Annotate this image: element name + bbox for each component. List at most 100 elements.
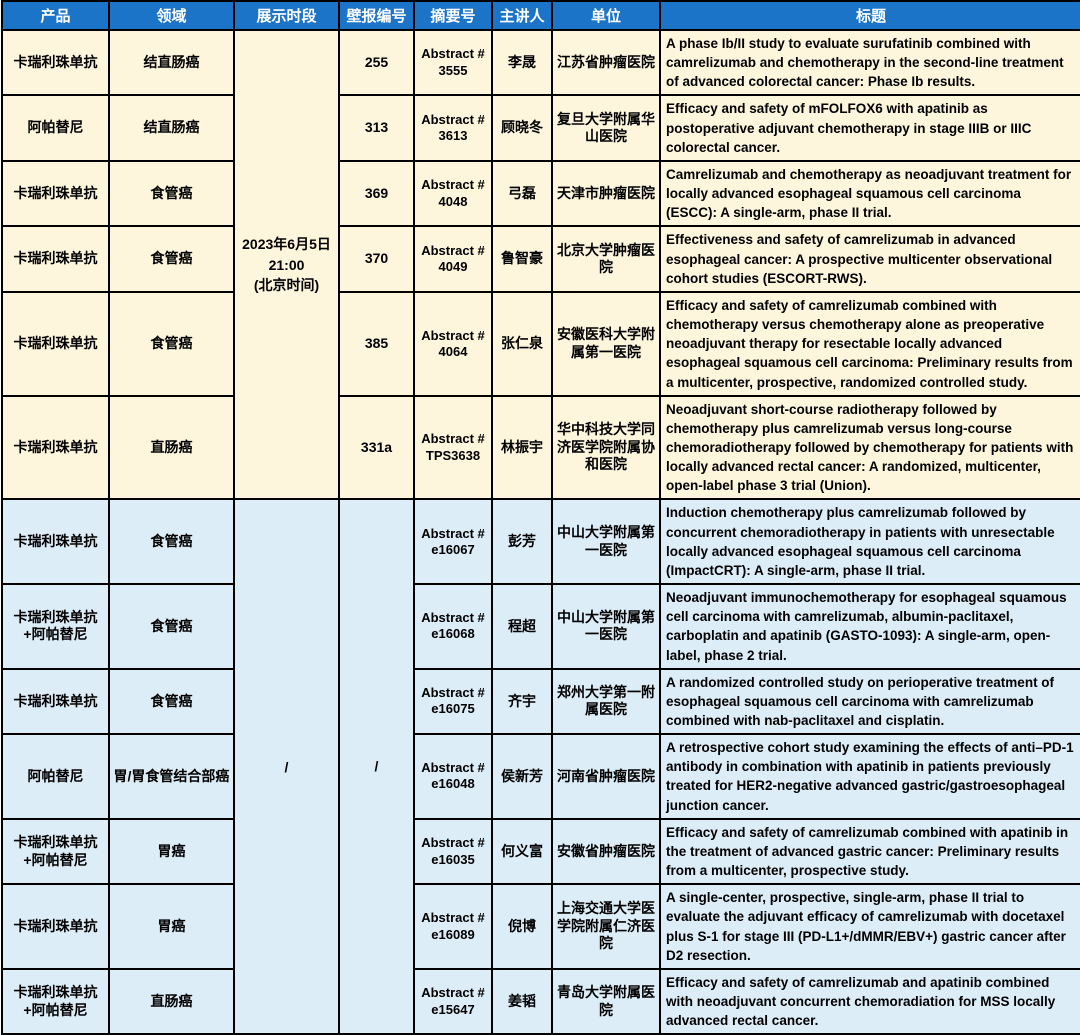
table-row: 阿帕替尼 胃/胃食管结合部癌 Abstract # e16048 侯新芳 河南省肿瘤医院… — [1, 733, 1080, 820]
column-header-title: 标题 — [659, 0, 1080, 31]
speaker-cell: 侯新芳 — [491, 733, 553, 820]
product-cell: 阿帕替尼 — [1, 94, 110, 162]
product-cell: 阿帕替尼 — [1, 733, 110, 820]
abstract-no-cell: Abstract # e16068 — [413, 583, 493, 670]
display-period-cell: / — [233, 498, 340, 1035]
table-row: 卡瑞利珠单抗 +阿帕替尼 食管癌 Abstract # e16068 程超 中山大学附属… — [1, 583, 1080, 670]
table-header: 产品 领域 展示时段 壁报编号 摘要号 主讲人 单位 标题 — [1, 0, 1080, 31]
section-poster-session: 卡瑞利珠单抗 结直肠癌 2023年6月5日 21:00 (北京时间) 255 Abstr… — [1, 28, 1080, 501]
abstract-no-cell: Abstract # e16089 — [413, 883, 493, 970]
product-cell: 卡瑞利珠单抗 — [1, 667, 110, 736]
institution-cell: 上海交通大学医学院附属仁济医院 — [551, 883, 661, 970]
institution-cell: 青岛大学附属医院 — [551, 967, 661, 1035]
abstract-no-cell: Abstract # 3613 — [413, 94, 493, 162]
poster-no-cell: 370 — [338, 225, 415, 293]
title-cell: A randomized controlled study on periope… — [659, 667, 1080, 736]
abstract-no-cell: Abstract # e15647 — [413, 967, 493, 1035]
title-cell: Induction chemotherapy plus camrelizumab… — [659, 498, 1080, 586]
table-row: 卡瑞利珠单抗 结直肠癌 2023年6月5日 21:00 (北京时间) 255 Abstr… — [1, 28, 1080, 501]
poster-no-cell: 385 — [338, 290, 415, 397]
header-row: 产品 领域 展示时段 壁报编号 摘要号 主讲人 单位 标题 — [1, 0, 1080, 31]
column-header-speaker: 主讲人 — [491, 0, 553, 31]
field-cell: 食管癌 — [108, 290, 235, 397]
field-cell: 直肠癌 — [108, 967, 235, 1035]
institution-cell: 郑州大学第一附属医院 — [551, 667, 661, 736]
field-cell: 直肠癌 — [108, 394, 235, 501]
poster-no-cell: 313 — [338, 94, 415, 162]
speaker-cell: 齐宇 — [491, 667, 553, 736]
product-cell: 卡瑞利珠单抗 +阿帕替尼 — [1, 583, 110, 670]
speaker-cell: 鲁智豪 — [491, 225, 553, 293]
abstract-no-cell: Abstract # e16035 — [413, 817, 493, 886]
poster-no-cell: 369 — [338, 159, 415, 228]
speaker-cell: 倪博 — [491, 883, 553, 970]
field-cell: 结直肠癌 — [108, 94, 235, 162]
column-header-institution: 单位 — [551, 0, 661, 31]
table-row: 卡瑞利珠单抗 食管癌 369 Abstract # 4048 弓磊 天津市肿瘤医院 Camr… — [1, 159, 1080, 228]
title-cell: Efficacy and safety of camrelizumab comb… — [659, 817, 1080, 886]
institution-cell: 安徽省肿瘤医院 — [551, 817, 661, 886]
product-cell: 卡瑞利珠单抗 — [1, 290, 110, 397]
poster-no-cell: 255 — [338, 28, 415, 97]
field-cell: 胃癌 — [108, 817, 235, 886]
speaker-cell: 林振宇 — [491, 394, 553, 501]
speaker-cell: 张仁泉 — [491, 290, 553, 397]
product-cell: 卡瑞利珠单抗 — [1, 883, 110, 970]
abstract-no-cell: Abstract # 4064 — [413, 290, 493, 397]
speaker-cell: 何义富 — [491, 817, 553, 886]
abstract-no-cell: Abstract # TPS3638 — [413, 394, 493, 501]
institution-cell: 中山大学附属第一医院 — [551, 583, 661, 670]
product-cell: 卡瑞利珠单抗 +阿帕替尼 — [1, 967, 110, 1035]
institution-cell: 天津市肿瘤医院 — [551, 159, 661, 228]
column-header-field: 领域 — [108, 0, 235, 31]
abstract-no-cell: Abstract # e16067 — [413, 498, 493, 586]
institution-cell: 华中科技大学同济医学院附属协和医院 — [551, 394, 661, 501]
title-cell: Neoadjuvant short-course radiotherapy fo… — [659, 394, 1080, 501]
column-header-period: 展示时段 — [233, 0, 340, 31]
abstract-no-cell: Abstract # 3555 — [413, 28, 493, 97]
title-cell: A single-center, prospective, single-arm… — [659, 883, 1080, 970]
table-row: 卡瑞利珠单抗 食管癌 / / Abstract # e16067 彭芳 中山大学附属第一医院… — [1, 498, 1080, 1035]
abstract-no-cell: Abstract # 4048 — [413, 159, 493, 228]
product-cell: 卡瑞利珠单抗 — [1, 159, 110, 228]
institution-cell: 中山大学附属第一医院 — [551, 498, 661, 586]
field-cell: 结直肠癌 — [108, 28, 235, 97]
table-row: 阿帕替尼 结直肠癌 313 Abstract # 3613 顾晓冬 复旦大学附属华山医院 E… — [1, 94, 1080, 162]
abstract-no-cell: Abstract # e16075 — [413, 667, 493, 736]
institution-cell: 江苏省肿瘤医院 — [551, 28, 661, 97]
table-row: 卡瑞利珠单抗 +阿帕替尼 直肠癌 Abstract # e15647 姜韬 青岛大学附属… — [1, 967, 1080, 1035]
institution-cell: 复旦大学附属华山医院 — [551, 94, 661, 162]
display-period-cell: 2023年6月5日 21:00 (北京时间) — [233, 28, 340, 501]
table-row: 卡瑞利珠单抗 食管癌 385 Abstract # 4064 张仁泉 安徽医科大学附属第一… — [1, 290, 1080, 397]
institution-cell: 河南省肿瘤医院 — [551, 733, 661, 820]
title-cell: Efficacy and safety of camrelizumab and … — [659, 967, 1080, 1035]
institution-cell: 安徽医科大学附属第一医院 — [551, 290, 661, 397]
title-cell: Camrelizumab and chemotherapy as neoadju… — [659, 159, 1080, 228]
section-online-only: 卡瑞利珠单抗 食管癌 / / Abstract # e16067 彭芳 中山大学附属第一医院… — [1, 498, 1080, 1035]
field-cell: 胃/胃食管结合部癌 — [108, 733, 235, 820]
title-cell: A phase Ib/II study to evaluate surufati… — [659, 28, 1080, 97]
product-cell: 卡瑞利珠单抗 — [1, 225, 110, 293]
title-cell: Efficacy and safety of mFOLFOX6 with apa… — [659, 94, 1080, 162]
speaker-cell: 弓磊 — [491, 159, 553, 228]
abstract-no-cell: Abstract # e16048 — [413, 733, 493, 820]
field-cell: 食管癌 — [108, 225, 235, 293]
speaker-cell: 程超 — [491, 583, 553, 670]
title-cell: A retrospective cohort study examining t… — [659, 733, 1080, 820]
product-cell: 卡瑞利珠单抗 +阿帕替尼 — [1, 817, 110, 886]
speaker-cell: 李晟 — [491, 28, 553, 97]
institution-cell: 北京大学肿瘤医院 — [551, 225, 661, 293]
table-row: 卡瑞利珠单抗 胃癌 Abstract # e16089 倪博 上海交通大学医学院附属仁济… — [1, 883, 1080, 970]
speaker-cell: 彭芳 — [491, 498, 553, 586]
table-row: 卡瑞利珠单抗 食管癌 370 Abstract # 4049 鲁智豪 北京大学肿瘤医院 Ef… — [1, 225, 1080, 293]
product-cell: 卡瑞利珠单抗 — [1, 394, 110, 501]
field-cell: 食管癌 — [108, 583, 235, 670]
poster-no-cell: 331a — [338, 394, 415, 501]
table-row: 卡瑞利珠单抗 直肠癌 331a Abstract # TPS3638 林振宇 华中科技大学… — [1, 394, 1080, 501]
field-cell: 食管癌 — [108, 159, 235, 228]
column-header-product: 产品 — [1, 0, 110, 31]
title-cell: Efficacy and safety of camrelizumab comb… — [659, 290, 1080, 397]
title-cell: Neoadjuvant immunochemotherapy for esoph… — [659, 583, 1080, 670]
table-row: 卡瑞利珠单抗 食管癌 Abstract # e16075 齐宇 郑州大学第一附属医院 A … — [1, 667, 1080, 736]
